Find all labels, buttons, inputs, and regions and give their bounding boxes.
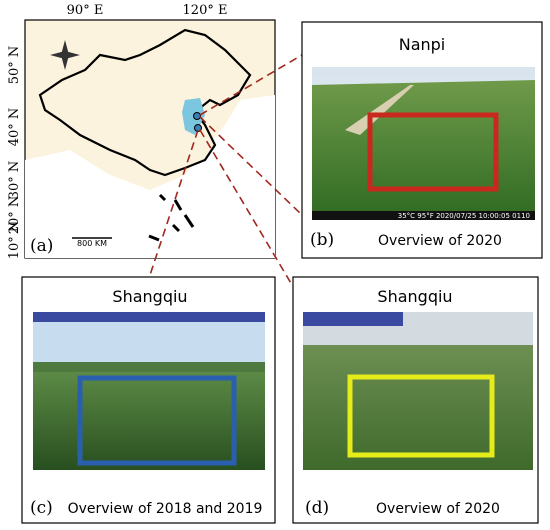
lat-label: 40° N — [7, 108, 22, 147]
panel-label: (c) — [30, 498, 53, 518]
lon-label: 90° E — [67, 3, 104, 18]
panel-caption: Overview of 2020 — [376, 501, 500, 517]
photo-field — [303, 345, 533, 470]
roi-box — [367, 112, 499, 192]
islands — [148, 193, 195, 242]
site-nanpi — [193, 112, 201, 120]
lat-label: 20° N — [7, 196, 22, 235]
sea — [25, 95, 275, 258]
lat-label: 50° N — [7, 46, 22, 85]
panel-caption: Overview of 2020 — [378, 233, 502, 249]
photo-path — [345, 85, 414, 135]
panel-title: Shangqiu — [112, 287, 187, 306]
lon-label: 120° E — [183, 3, 228, 18]
photo-stamp-bar — [303, 312, 403, 326]
compass — [50, 40, 80, 70]
photo-field — [312, 80, 535, 220]
panel-caption: Overview of 2018 and 2019 — [68, 501, 263, 517]
photo-stamp-bar — [312, 211, 535, 220]
panel-title: Shangqiu — [377, 287, 452, 306]
lat-label: 30° N — [7, 161, 22, 200]
photo-trees — [33, 362, 265, 375]
country-outline — [38, 28, 252, 177]
label-bg — [27, 232, 61, 256]
panel-label: (b) — [310, 230, 334, 250]
roi-box — [347, 374, 495, 458]
photo-field — [33, 372, 265, 470]
photo-stamp-bar — [33, 312, 265, 322]
scale-label: 800 KM — [77, 239, 107, 248]
photo-stamp: 35°C 95°F 2020/07/25 10:00:05 0110 — [398, 212, 530, 220]
panel-label: (a) — [30, 236, 53, 256]
connectors — [149, 54, 303, 296]
panel-title: Nanpi — [399, 35, 446, 54]
panel-label: (d) — [305, 498, 329, 518]
roi-box — [77, 375, 237, 466]
lat-label: 10° N — [7, 221, 22, 260]
